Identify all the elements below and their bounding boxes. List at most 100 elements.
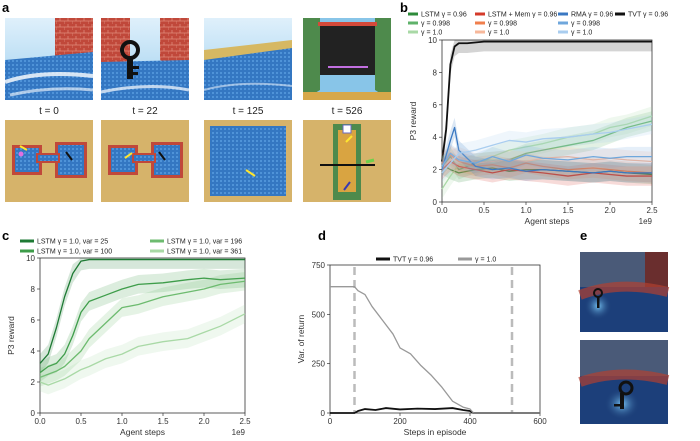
x-axis-multiplier: 1e9: [232, 428, 246, 437]
legend-label: γ = 0.998: [488, 21, 517, 28]
series-line-b-7: [441, 126, 652, 174]
legend-label: γ = 1.0: [475, 257, 496, 264]
legend-label: γ = 1.0: [421, 30, 442, 37]
panel-e-saliency-frames: [578, 252, 670, 424]
x-axis-label: Steps in episode: [404, 427, 467, 437]
legend-label: LSTM + Mem γ = 0.96: [488, 12, 557, 19]
x-tick-label: 200: [393, 417, 407, 426]
y-tick-label: 4: [433, 133, 438, 142]
y-tick-label: 750: [312, 261, 326, 270]
x-tick-label: 600: [533, 417, 547, 426]
x-tick-label: 1.0: [520, 206, 532, 215]
legend-label: γ = 1.0: [571, 30, 592, 37]
x-tick-label: 0.0: [436, 206, 448, 215]
series-line-c-0: [39, 258, 245, 364]
y-tick-label: 10: [26, 254, 35, 263]
y-tick-label: 8: [433, 68, 438, 77]
series-line-d-1: [330, 286, 540, 414]
series-band-b-2: [442, 111, 652, 180]
x-axis-label: Agent steps: [120, 427, 165, 437]
saliency-frame-top: [578, 252, 670, 332]
map-t22: [101, 120, 189, 202]
series-band-b-5: [442, 145, 652, 183]
chart-b: 0.0 0.5 1.0 1.5 2.0 2.5 0 2 4 6 8 10 Agent steps P3 r…: [408, 36, 658, 226]
x-tick-label: 2.5: [646, 206, 658, 215]
y-axis-label: P3 reward: [408, 101, 418, 140]
frame-label-t22: t = 22: [132, 106, 158, 117]
x-tick-label: 1.0: [116, 417, 128, 426]
chart-c: 0.0 0.5 1.0 1.5 2.0 2.5 0 2 4 6 8 10 Agent steps P3 r…: [6, 254, 251, 437]
x-tick-label: 0.0: [34, 417, 46, 426]
series-line-b-0: [441, 40, 652, 162]
legend-label: LSTM γ = 1.0, var = 100: [37, 249, 112, 256]
legend-label: LSTM γ = 1.0, var = 361: [167, 249, 242, 256]
x-tick-label: 2.0: [198, 417, 210, 426]
series-line-c-3: [39, 313, 246, 386]
legend-label: RMA γ = 0.96: [571, 12, 613, 19]
x-tick-label: 400: [463, 417, 477, 426]
y-tick-label: 10: [428, 36, 437, 45]
frame-view-t125: [203, 18, 293, 100]
legend-label: TVT γ = 0.96: [628, 12, 668, 19]
y-tick-label: 0: [321, 409, 326, 418]
legend-c: LSTM γ = 1.0, var = 25 LSTM γ = 1.0, var …: [20, 239, 242, 256]
series-line-b-9: [441, 123, 653, 174]
x-axis-multiplier: 1e9: [639, 217, 653, 226]
frame-view-t22: [100, 18, 190, 100]
y-tick-label: 500: [312, 310, 326, 319]
legend-label: γ = 1.0: [488, 30, 509, 37]
series-line-d-0: [330, 407, 540, 414]
legend-label: LSTM γ = 1.0, var = 25: [37, 239, 108, 246]
series-line-c-2: [39, 280, 246, 378]
y-tick-label: 8: [31, 285, 36, 294]
x-tick-label: 0.5: [478, 206, 490, 215]
y-tick-label: 6: [433, 101, 438, 110]
series-line-b-2: [441, 120, 653, 171]
x-tick-label: 1.5: [157, 417, 169, 426]
panel-letter-d: d: [318, 228, 326, 243]
series-line-b-3: [441, 115, 653, 190]
y-tick-label: 0: [433, 198, 438, 207]
y-axis-label: Var. of return: [296, 314, 306, 363]
chart-d: 0 200 400 600 0 250 500 750 Steps in episode Var.…: [296, 261, 547, 437]
legend-label: LSTM γ = 0.96: [421, 12, 467, 19]
frame-label-t125: t = 125: [233, 106, 264, 117]
panel-letter-e: e: [580, 228, 587, 243]
panel-letter-c: c: [2, 228, 9, 243]
x-tick-label: 2.0: [604, 206, 616, 215]
x-tick-label: 2.5: [239, 417, 251, 426]
series-line-c-1: [39, 277, 246, 374]
y-tick-label: 2: [31, 378, 36, 387]
y-tick-label: 250: [312, 360, 326, 369]
legend-label: LSTM γ = 1.0, var = 196: [167, 239, 242, 246]
x-axis-label: Agent steps: [525, 216, 570, 226]
legend-label: γ = 0.998: [421, 21, 450, 28]
x-tick-label: 0.5: [75, 417, 87, 426]
series-line-b-5: [441, 154, 653, 174]
frame-view-t526: [303, 18, 391, 100]
series-band-c-3: [40, 304, 245, 395]
x-tick-label: 0: [328, 417, 333, 426]
y-tick-label: 0: [31, 409, 36, 418]
legend-label: TVT γ = 0.96: [393, 257, 433, 264]
series-band-b-3: [442, 106, 652, 199]
legend-d: TVT γ = 0.96 γ = 1.0: [376, 257, 496, 264]
series-band-b-9: [442, 114, 652, 183]
x-tick-label: 1.5: [562, 206, 574, 215]
frame-label-t0: t = 0: [39, 106, 59, 117]
panel-a-first-person-frames: t = 0 t = 22 t = 125 t = 526: [4, 18, 391, 202]
plot-frame-c: [39, 257, 246, 414]
y-tick-label: 2: [433, 166, 438, 175]
plot-frame-d: [329, 264, 541, 414]
map-t0: [5, 120, 93, 202]
series-band-c-1: [40, 268, 245, 382]
panel-letter-a: a: [2, 0, 10, 15]
y-axis-label: P3 reward: [6, 316, 16, 355]
legend-label: γ = 0.998: [571, 21, 600, 28]
series-band-b-4: [442, 151, 652, 186]
series-band-b-8: [442, 143, 652, 177]
frame-label-t526: t = 526: [332, 106, 363, 117]
saliency-frame-bottom: [578, 340, 670, 424]
map-t526: [303, 120, 391, 202]
